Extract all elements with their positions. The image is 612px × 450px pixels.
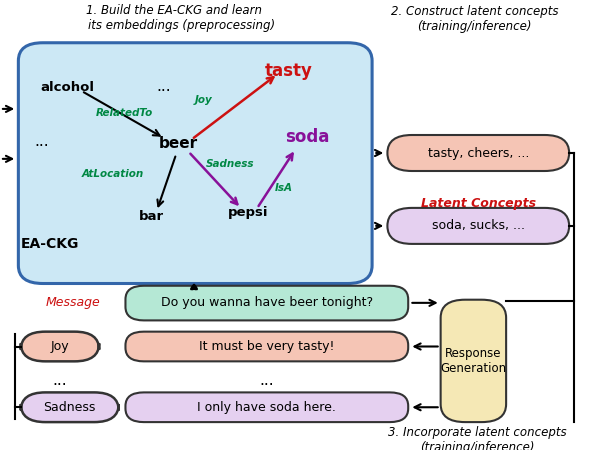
Text: bar: bar <box>139 211 165 223</box>
FancyBboxPatch shape <box>21 392 119 422</box>
Text: soda: soda <box>285 128 329 146</box>
FancyBboxPatch shape <box>18 43 372 284</box>
Text: Do you wanna have beer tonight?: Do you wanna have beer tonight? <box>161 297 373 309</box>
Text: Joy: Joy <box>195 95 213 105</box>
FancyBboxPatch shape <box>125 332 408 361</box>
FancyBboxPatch shape <box>125 392 408 422</box>
Text: tasty: tasty <box>265 62 313 80</box>
FancyBboxPatch shape <box>21 332 99 361</box>
Text: 1. Build the EA-CKG and learn
    its embeddings (preprocessing): 1. Build the EA-CKG and learn its embedd… <box>73 4 275 32</box>
Text: tasty, cheers, ...: tasty, cheers, ... <box>428 147 529 159</box>
Text: alcohol: alcohol <box>40 81 94 94</box>
FancyBboxPatch shape <box>387 208 569 244</box>
Text: ...: ... <box>157 79 171 94</box>
Text: ...: ... <box>53 373 67 388</box>
Text: EA-CKG: EA-CKG <box>21 237 80 251</box>
Text: IsA: IsA <box>275 183 293 193</box>
Text: RelatedTo: RelatedTo <box>96 108 154 117</box>
Text: pepsi: pepsi <box>228 206 269 219</box>
FancyBboxPatch shape <box>441 300 506 422</box>
Text: AtLocation: AtLocation <box>81 169 144 179</box>
FancyBboxPatch shape <box>125 286 408 320</box>
FancyBboxPatch shape <box>387 135 569 171</box>
Text: Message: Message <box>46 297 101 309</box>
Text: 2. Construct latent concepts
(training/inference): 2. Construct latent concepts (training/i… <box>390 5 558 33</box>
Text: ...: ... <box>259 373 274 388</box>
Text: beer: beer <box>159 135 198 151</box>
Text: Response
Generation: Response Generation <box>440 347 506 375</box>
Text: soda, sucks, ...: soda, sucks, ... <box>432 220 525 232</box>
Text: ...: ... <box>34 134 49 149</box>
Text: I only have soda here.: I only have soda here. <box>198 401 336 414</box>
Text: Sadness: Sadness <box>206 159 255 169</box>
Text: It must be very tasty!: It must be very tasty! <box>199 340 335 353</box>
Text: 3. Incorporate latent concepts
(training/inference): 3. Incorporate latent concepts (training… <box>388 426 567 450</box>
Text: Joy: Joy <box>51 340 69 353</box>
Text: Latent Concepts: Latent Concepts <box>421 197 536 210</box>
Text: Sadness: Sadness <box>43 401 96 414</box>
